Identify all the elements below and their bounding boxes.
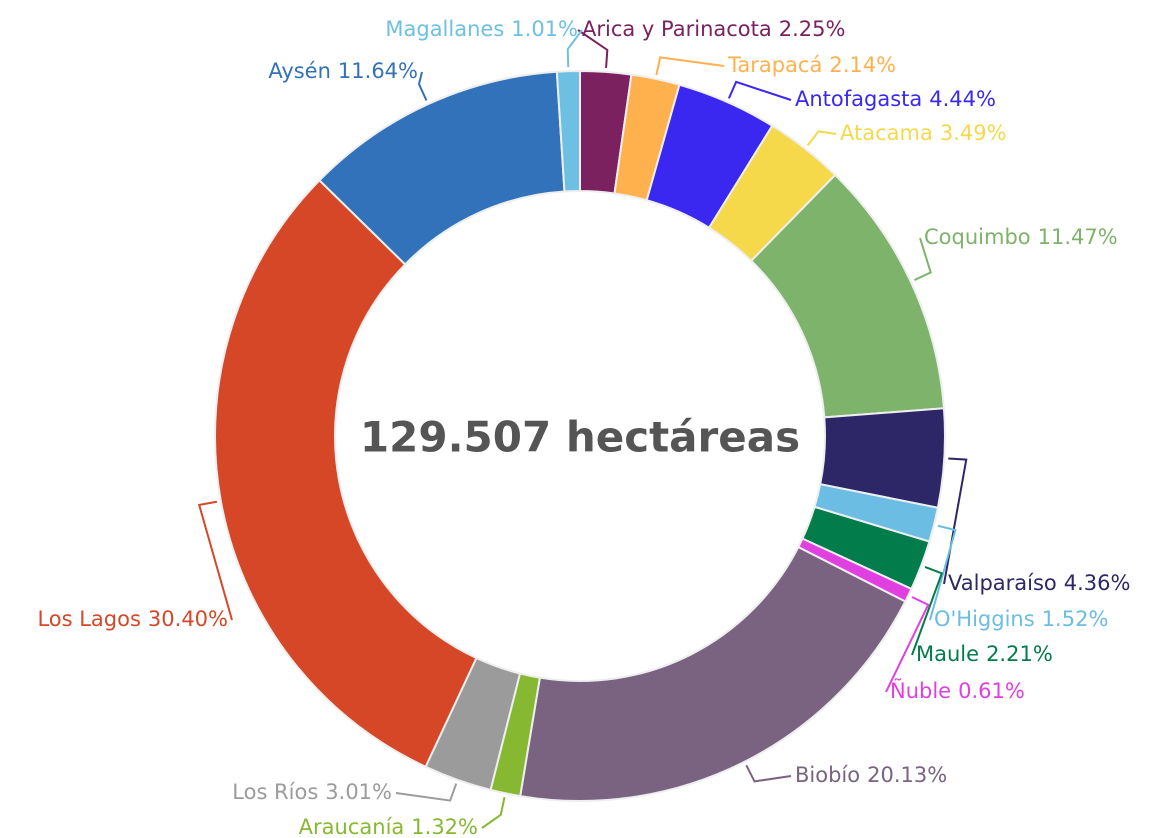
slice-value: 4.36% bbox=[1064, 571, 1131, 595]
leader-line bbox=[197, 500, 233, 621]
slice-label: Antofagasta 4.44% bbox=[795, 87, 996, 111]
slice-name: Coquimbo bbox=[924, 225, 1031, 249]
slice-label: Atacama 3.49% bbox=[840, 121, 1007, 145]
slice-name: Magallanes bbox=[385, 17, 504, 41]
slice-name: Tarapacá bbox=[727, 53, 822, 77]
leader-line bbox=[727, 80, 792, 101]
slice-value: 1.01% bbox=[511, 17, 578, 41]
slice-name: Los Ríos bbox=[232, 780, 318, 804]
slice-label: O'Higgins 1.52% bbox=[934, 607, 1108, 631]
slice-label: Los Ríos 3.01% bbox=[232, 780, 392, 804]
leader-line bbox=[929, 524, 957, 621]
slice-label: Biobío 20.13% bbox=[795, 763, 947, 787]
slice-name: Ñuble bbox=[890, 677, 951, 703]
leader-line bbox=[577, 29, 609, 68]
leader-line bbox=[745, 764, 792, 783]
slice-name: Antofagasta bbox=[795, 87, 922, 111]
slice-value: 3.49% bbox=[940, 121, 1007, 145]
slice-value: 2.14% bbox=[829, 53, 896, 77]
slice-value: 4.44% bbox=[929, 87, 996, 111]
leader-line bbox=[417, 71, 428, 101]
slice bbox=[519, 545, 907, 802]
slice bbox=[214, 178, 478, 769]
slice-label: Los Lagos 30.40% bbox=[37, 607, 228, 631]
slice-label: Coquimbo 11.47% bbox=[924, 225, 1118, 249]
slice-value: 20.13% bbox=[867, 763, 947, 787]
slice-label: Araucanía 1.32% bbox=[299, 815, 478, 838]
slice-value: 2.21% bbox=[986, 642, 1053, 666]
slice-label: Maule 2.21% bbox=[916, 642, 1053, 666]
slice-label: Magallanes 1.01% bbox=[385, 17, 578, 41]
leader-line bbox=[566, 29, 583, 68]
slice-value: 2.25% bbox=[779, 17, 846, 41]
center-label: 129.507 hectáreas bbox=[360, 413, 800, 462]
leader-line bbox=[913, 237, 932, 281]
slice-label: Valparaíso 4.36% bbox=[948, 571, 1130, 595]
slice-name: Araucanía bbox=[299, 815, 405, 838]
leader-line bbox=[395, 783, 458, 802]
slice-value: 1.52% bbox=[1042, 607, 1109, 631]
slice-name: Biobío bbox=[795, 763, 860, 787]
leader-line bbox=[481, 796, 506, 829]
slice-value: 11.64% bbox=[338, 59, 418, 83]
slice-name: Maule bbox=[916, 642, 979, 666]
slice-value: 0.61% bbox=[958, 679, 1025, 703]
leader-line bbox=[655, 56, 725, 76]
slice-name: Aysén bbox=[268, 59, 331, 83]
slice bbox=[555, 69, 581, 193]
slice-value: 1.32% bbox=[411, 815, 478, 838]
slice-label: Ñuble 0.61% bbox=[890, 677, 1025, 703]
slice-name: Valparaíso bbox=[948, 571, 1057, 595]
slice-name: Los Lagos bbox=[37, 607, 140, 631]
slice-label: Arica y Parinacota 2.25% bbox=[582, 17, 845, 41]
slice-name: Atacama bbox=[840, 121, 933, 145]
slice-name: O'Higgins bbox=[934, 607, 1035, 631]
leader-line bbox=[911, 566, 944, 656]
leader-line bbox=[885, 596, 930, 693]
leader-line bbox=[806, 130, 837, 147]
slice-name: Arica y Parinacota bbox=[582, 17, 772, 41]
slice-value: 11.47% bbox=[1038, 225, 1118, 249]
slice-value: 30.40% bbox=[148, 607, 228, 631]
slice-value: 3.01% bbox=[325, 780, 392, 804]
leader-line bbox=[943, 457, 968, 585]
slice-label: Tarapacá 2.14% bbox=[727, 53, 896, 77]
slice-label: Aysén 11.64% bbox=[268, 59, 418, 83]
